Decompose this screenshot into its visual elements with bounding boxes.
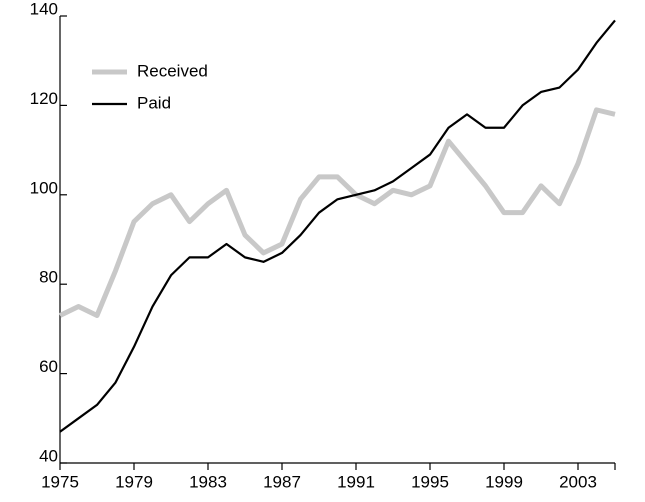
x-tick-label: 2003 (559, 472, 597, 491)
y-tick-label: 60 (39, 357, 58, 376)
y-tick-label: 40 (39, 446, 58, 465)
series-line (58, 107, 616, 318)
legend-label: Paid (137, 93, 171, 112)
series-line (59, 19, 616, 433)
x-tick-label: 1979 (115, 472, 153, 491)
x-tick-label: 1999 (485, 472, 523, 491)
y-tick-label: 80 (39, 268, 58, 287)
x-tick-label: 1983 (189, 472, 227, 491)
x-tick-label: 1995 (411, 472, 449, 491)
y-tick-label: 140 (30, 0, 58, 18)
y-tick-label: 120 (30, 89, 58, 108)
y-tick-label: 100 (30, 178, 58, 197)
x-tick-label: 1987 (263, 472, 301, 491)
x-tick-label: 1991 (337, 472, 375, 491)
x-tick-label: 1975 (41, 472, 79, 491)
legend-label: Received (137, 61, 208, 80)
